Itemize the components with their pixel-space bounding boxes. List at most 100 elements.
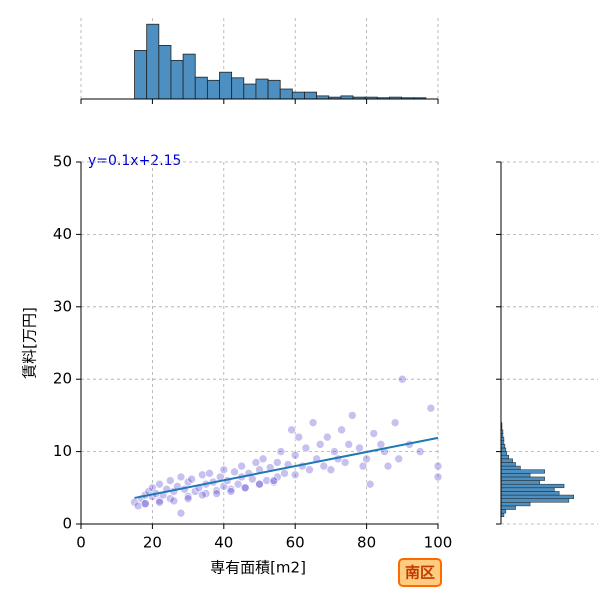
x-tick-label: 40	[214, 534, 233, 552]
scatter-point	[198, 490, 207, 500]
hist-bar	[182, 53, 196, 100]
scatter-point	[433, 472, 443, 482]
scatter-point	[326, 465, 336, 475]
scatter-point	[133, 501, 143, 511]
scatter-point	[383, 461, 393, 471]
hist-bar	[500, 454, 510, 460]
y-tick-label: 40	[53, 225, 72, 243]
x-axis-label: 専有面積[m2]	[210, 559, 306, 577]
scatter-point	[212, 489, 221, 498]
scatter-point	[212, 486, 221, 495]
x-tick-label: 80	[357, 534, 376, 552]
y-axis-label: 賃料[万円]	[21, 307, 39, 379]
scatter-point	[273, 472, 282, 482]
hist-bar	[170, 59, 184, 100]
scatter-point	[169, 496, 179, 506]
scatter-point	[348, 411, 357, 420]
scatter-point	[269, 476, 279, 485]
scatter-point	[426, 403, 436, 413]
scatter-point	[273, 458, 282, 467]
scatter-point	[262, 476, 271, 485]
scatter-point	[176, 508, 186, 518]
hist-bar	[500, 465, 521, 470]
scatter-point	[183, 494, 193, 503]
hist-bar	[500, 447, 507, 452]
scatter-point	[230, 467, 239, 477]
scatter-point	[198, 470, 207, 480]
hist-bar	[206, 79, 220, 100]
y-tick-label: 50	[53, 153, 72, 171]
hist-bar	[500, 502, 531, 507]
scatter-point	[301, 443, 311, 453]
hist-bar	[243, 83, 257, 100]
scatter-point	[337, 425, 346, 435]
hist-bar	[219, 71, 233, 100]
hist-bar	[255, 78, 269, 100]
hist-bar	[500, 494, 574, 499]
badge-box	[398, 558, 442, 587]
hist-bar	[500, 505, 516, 510]
y-tick-label: 10	[53, 442, 72, 460]
hist-bar	[134, 50, 148, 100]
scatter-point	[226, 484, 236, 494]
scatter-point	[415, 447, 425, 456]
scatter-point	[155, 479, 164, 489]
hist-bar	[231, 77, 245, 100]
scatter-point	[290, 470, 300, 480]
scatter-point	[319, 461, 329, 471]
scatter-point	[219, 465, 229, 475]
x-tick-label: 20	[143, 534, 162, 552]
hist-bar	[304, 91, 318, 100]
scatter-point	[280, 469, 289, 478]
hist-bar	[500, 487, 555, 492]
hist-bar	[500, 498, 570, 503]
scatter-point	[248, 474, 257, 484]
scatter-point	[376, 440, 386, 449]
scatter-point	[233, 479, 243, 489]
hist-bar	[500, 473, 531, 478]
scatter-point	[433, 461, 443, 471]
scatter-point	[344, 440, 354, 449]
scatter-point	[226, 487, 236, 496]
regression-line	[134, 436, 439, 499]
hist-bar	[500, 509, 507, 514]
scatter-point	[130, 497, 139, 507]
y-tick-label: 0	[62, 515, 72, 533]
scatter-point	[183, 492, 193, 501]
scatter-point	[358, 461, 368, 471]
scatter-point	[305, 465, 314, 475]
hist-bar	[500, 491, 560, 496]
scatter-point	[330, 447, 339, 456]
y-tick-label: 30	[53, 297, 72, 315]
x-tick-label: 0	[76, 534, 86, 552]
scatter-point	[251, 458, 261, 467]
scatter-point	[355, 443, 364, 453]
hist-bar	[500, 444, 506, 449]
scatter-point	[394, 454, 404, 464]
scatter-point	[140, 499, 150, 509]
scatter-point	[187, 474, 196, 484]
hist-bar	[500, 462, 516, 467]
scatter-point	[237, 461, 246, 471]
x-tick-label: 100	[424, 534, 453, 552]
badge: 南区	[405, 564, 435, 582]
scatter-point	[308, 418, 318, 427]
scatter-point	[176, 472, 186, 482]
scatter-point	[276, 447, 286, 456]
scatter-point	[190, 487, 200, 496]
hist-bar	[500, 469, 545, 474]
hist-bar	[158, 45, 172, 100]
scatter-point	[323, 432, 332, 442]
scatter-point	[340, 458, 350, 467]
hist-bar	[291, 91, 305, 100]
hist-bar	[500, 451, 508, 456]
scatter-point	[390, 418, 400, 427]
scatter-point	[240, 483, 250, 493]
scatter-point	[255, 479, 264, 489]
y-tick-label: 20	[53, 370, 72, 388]
hist-bar	[267, 79, 281, 100]
scatter-point	[287, 425, 296, 435]
scatter-point	[155, 497, 164, 507]
equation-annotation: y=0.1x+2.15	[88, 153, 181, 169]
